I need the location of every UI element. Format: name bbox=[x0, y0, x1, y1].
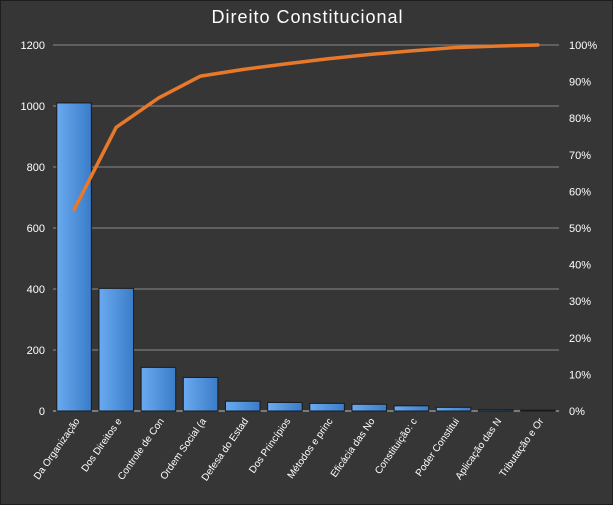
y2-tick-label: 20% bbox=[569, 333, 591, 345]
y2-tick-label: 50% bbox=[569, 223, 591, 235]
chart-title: Direito Constitucional bbox=[211, 7, 404, 27]
y2-tick-label: 70% bbox=[569, 150, 591, 162]
bar bbox=[435, 406, 472, 412]
bar bbox=[224, 400, 261, 412]
y-tick-label: 1200 bbox=[21, 40, 45, 52]
x-tick-label: Constituição: c bbox=[373, 416, 420, 476]
x-tick-label: Dos Princípios bbox=[247, 416, 293, 475]
bar bbox=[520, 409, 556, 412]
y2-tick-label: 10% bbox=[569, 369, 591, 381]
cumulative-series-line bbox=[72, 43, 540, 212]
y2-tick-label: 40% bbox=[569, 260, 591, 272]
y-tick-label: 200 bbox=[27, 345, 45, 357]
x-tick-label: Defesa do Estad bbox=[200, 416, 251, 483]
bar bbox=[98, 287, 135, 412]
y-tick-label: 600 bbox=[27, 223, 45, 235]
y2-tick-label: 60% bbox=[569, 186, 591, 198]
y-tick-label: 400 bbox=[27, 284, 45, 296]
y-tick-label: 0 bbox=[39, 406, 45, 418]
y-tick-label: 1000 bbox=[21, 101, 45, 113]
x-tick-label: Poder Constitui bbox=[414, 416, 462, 478]
x-tick-label: Ordem Social (a bbox=[159, 416, 210, 482]
y-axis-left: 0 200 400 600 800 1000 1200 bbox=[21, 40, 45, 418]
bar bbox=[267, 401, 303, 412]
bar bbox=[182, 376, 219, 412]
bar bbox=[140, 366, 177, 412]
x-tick-label: Controle de Con bbox=[116, 416, 167, 482]
bar bbox=[477, 409, 514, 412]
x-tick-label: Eficácia das No bbox=[329, 416, 378, 480]
y2-tick-label: 100% bbox=[569, 40, 597, 52]
y-tick-label: 800 bbox=[27, 162, 45, 174]
x-tick-label: Da Organização bbox=[32, 416, 83, 482]
x-tick-label: Tributação e Or bbox=[498, 416, 547, 479]
bar bbox=[351, 403, 388, 412]
gridlines bbox=[53, 44, 559, 412]
bars bbox=[56, 102, 556, 412]
y2-tick-label: 80% bbox=[569, 113, 591, 125]
x-tick-label: Aplicação das N bbox=[454, 416, 504, 482]
bar bbox=[309, 402, 345, 412]
x-tick-label: Dos Direitos e bbox=[80, 416, 125, 474]
y2-tick-label: 30% bbox=[569, 296, 591, 308]
x-tick-label: Métodos e princ bbox=[286, 416, 336, 481]
y-axis-right: 0% 10% 20% 30% 40% 50% 60% 70% 80% 90% 100% bbox=[569, 40, 597, 418]
y2-tick-label: 90% bbox=[569, 77, 591, 89]
bar bbox=[56, 102, 92, 412]
cumulative-line bbox=[72, 43, 540, 212]
bar bbox=[393, 405, 430, 412]
y2-tick-label: 0% bbox=[569, 406, 585, 418]
